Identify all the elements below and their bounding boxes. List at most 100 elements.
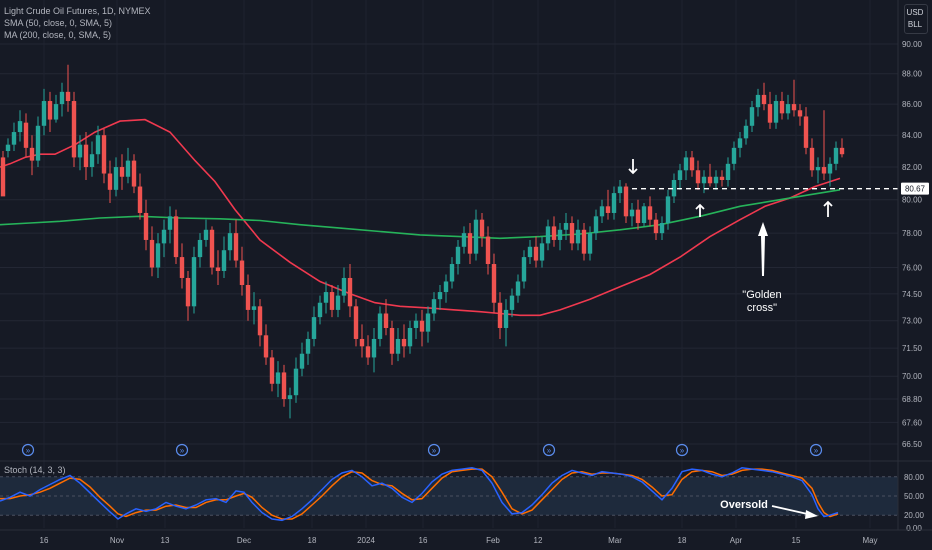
candle-up xyxy=(725,157,731,187)
candle-body xyxy=(809,147,815,171)
candle-body xyxy=(635,209,641,224)
candle-up xyxy=(221,236,227,278)
candle-body xyxy=(749,107,755,126)
candle-up xyxy=(833,141,839,171)
event-flag-icon[interactable]: » xyxy=(675,443,689,457)
candle-down xyxy=(401,324,407,358)
candle-body xyxy=(287,395,293,400)
candle-body xyxy=(11,132,17,145)
arrow-head xyxy=(628,168,638,175)
candle-body xyxy=(299,353,305,369)
candle-body xyxy=(389,327,395,354)
event-flag-icon[interactable]: » xyxy=(427,443,441,457)
candle-body xyxy=(335,295,341,310)
candle-down xyxy=(719,170,725,187)
candle-down xyxy=(365,335,371,365)
candle-body xyxy=(227,233,233,251)
candle-down xyxy=(185,270,191,321)
candle-down xyxy=(761,82,767,111)
candle-body xyxy=(197,239,203,258)
candle-body xyxy=(323,292,329,303)
candle-down xyxy=(389,320,395,365)
candle-body xyxy=(653,219,659,234)
candle-body xyxy=(131,160,137,187)
event-circle xyxy=(675,443,689,457)
candle-down xyxy=(47,91,53,133)
event-circle xyxy=(21,443,35,457)
candle-up xyxy=(5,138,11,158)
candle-body xyxy=(41,101,47,126)
candle-body xyxy=(575,229,581,244)
event-flag-icon[interactable]: » xyxy=(21,443,35,457)
candle-up xyxy=(527,239,533,265)
candle-up xyxy=(455,239,461,275)
candle-down xyxy=(479,212,485,247)
stoch-tick-label: 0.00 xyxy=(906,524,922,533)
candle-body xyxy=(83,144,89,168)
event-flag-icon[interactable]: » xyxy=(809,443,823,457)
candle-down xyxy=(263,324,269,365)
candle-body xyxy=(233,233,239,261)
candle-body xyxy=(395,338,401,354)
event-flag-icon[interactable]: » xyxy=(542,443,556,457)
candle-body xyxy=(581,229,587,254)
candle-up xyxy=(125,147,131,184)
candle-down xyxy=(209,226,215,275)
candle-up xyxy=(191,246,197,314)
candle-up xyxy=(311,306,317,347)
candle-down xyxy=(23,113,29,158)
candle-down xyxy=(71,91,77,168)
candle-body xyxy=(29,147,35,161)
candle-up xyxy=(449,257,455,289)
candle-up xyxy=(413,313,419,339)
sma50-line xyxy=(0,118,841,317)
currency-usd: USD xyxy=(906,8,924,17)
event-flag-icon[interactable]: » xyxy=(175,443,189,457)
candle-down xyxy=(569,216,575,251)
candle-down xyxy=(485,226,491,275)
price-tag-label: 80.67 xyxy=(905,185,926,194)
candle-down xyxy=(281,364,287,407)
oversold-arrow-shaft xyxy=(771,505,813,516)
candle-up xyxy=(677,163,683,190)
candle-body xyxy=(767,104,773,123)
candle-body xyxy=(533,246,539,261)
candle-up xyxy=(701,170,707,194)
candle-body xyxy=(527,246,533,258)
time-tick-label: Apr xyxy=(730,536,743,545)
candle-up xyxy=(731,141,737,171)
candle-body xyxy=(245,285,251,310)
candle-up xyxy=(251,292,257,325)
candle-body xyxy=(509,295,515,310)
oversold-label: Oversold xyxy=(720,499,768,511)
candle-down xyxy=(347,264,353,318)
event-circle xyxy=(542,443,556,457)
golden-cross-label: cross" xyxy=(747,302,777,314)
candle-up xyxy=(335,285,341,318)
candle-up xyxy=(317,295,323,325)
candle-body xyxy=(377,313,383,339)
price-tick-label: 68.80 xyxy=(902,395,923,404)
candle-body xyxy=(617,186,623,194)
candle-down xyxy=(623,183,629,224)
time-tick-label: Nov xyxy=(110,536,124,545)
candle-up xyxy=(35,116,41,168)
candle-body xyxy=(167,216,173,230)
candle-down xyxy=(533,236,539,268)
time-tick-label: Dec xyxy=(237,536,251,545)
candle-down xyxy=(839,138,845,158)
candle-body xyxy=(185,277,191,307)
candle-down xyxy=(581,223,587,261)
candle-body xyxy=(743,125,749,139)
candle-up xyxy=(425,306,431,343)
candle-body xyxy=(821,167,827,174)
candle-body xyxy=(605,206,611,213)
price-tick-label: 71.50 xyxy=(902,344,923,353)
candle-up xyxy=(461,226,467,254)
candle-down xyxy=(65,64,71,112)
candle-up xyxy=(305,331,311,365)
stoch-tick-label: 80.00 xyxy=(904,473,925,482)
candle-body xyxy=(401,338,407,347)
currency-selector[interactable] xyxy=(904,4,928,34)
candle-down xyxy=(149,226,155,277)
